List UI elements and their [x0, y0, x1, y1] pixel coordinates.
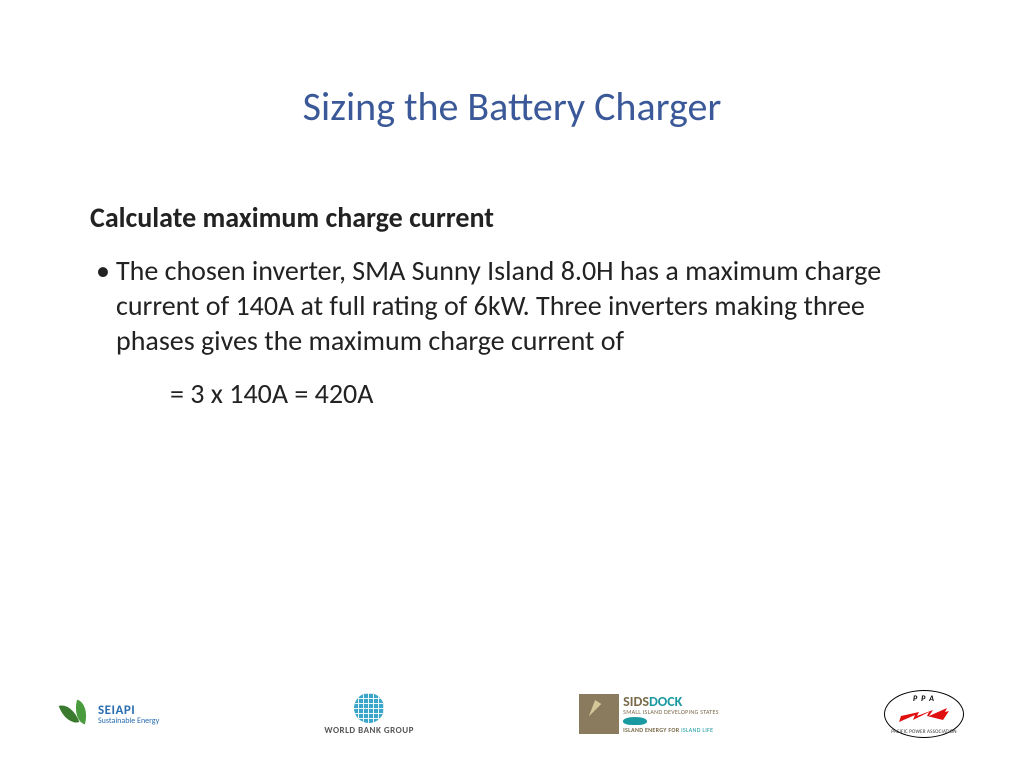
worldbank-label: WORLD BANK GROUP [324, 725, 413, 736]
globe-icon [354, 693, 384, 723]
lightning-icon [899, 702, 949, 726]
leaf-icon [60, 701, 92, 727]
calculation-line: = 3 x 140A = 420A [170, 376, 934, 411]
sidsdock-logo: SIDSDOCK SMALL ISLAND DEVELOPING STATES … [579, 694, 719, 734]
ppa-bottom-label: PACIFIC POWER ASSOCIATION [891, 729, 956, 735]
seiapi-logo: SEIAPI Sustainable Energy [60, 701, 159, 727]
bullet-marker: • [96, 253, 116, 358]
island-icon [623, 717, 647, 725]
sidsdock-name: SIDSDOCK [623, 695, 719, 709]
subheading: Calculate maximum charge current [90, 200, 934, 235]
seiapi-tagline: Sustainable Energy [98, 717, 159, 725]
footer-logos: SEIAPI Sustainable Energy WORLD BANK GRO… [60, 690, 964, 738]
bullet-text: The chosen inverter, SMA Sunny Island 8.… [116, 253, 934, 358]
sidsdock-sub1: SMALL ISLAND DEVELOPING STATES [623, 709, 719, 715]
slide-title: Sizing the Battery Charger [0, 82, 1024, 131]
worldbank-logo: WORLD BANK GROUP [324, 693, 413, 736]
ppa-logo: P P A PACIFIC POWER ASSOCIATION [884, 690, 964, 738]
sidsdock-sub2: ISLAND ENERGY FOR ISLAND LIFE [623, 727, 719, 733]
seiapi-name: SEIAPI [98, 704, 159, 717]
content-area: Calculate maximum charge current • The c… [90, 200, 934, 411]
sidsdock-icon [579, 694, 619, 734]
bullet-item: • The chosen inverter, SMA Sunny Island … [96, 253, 934, 358]
